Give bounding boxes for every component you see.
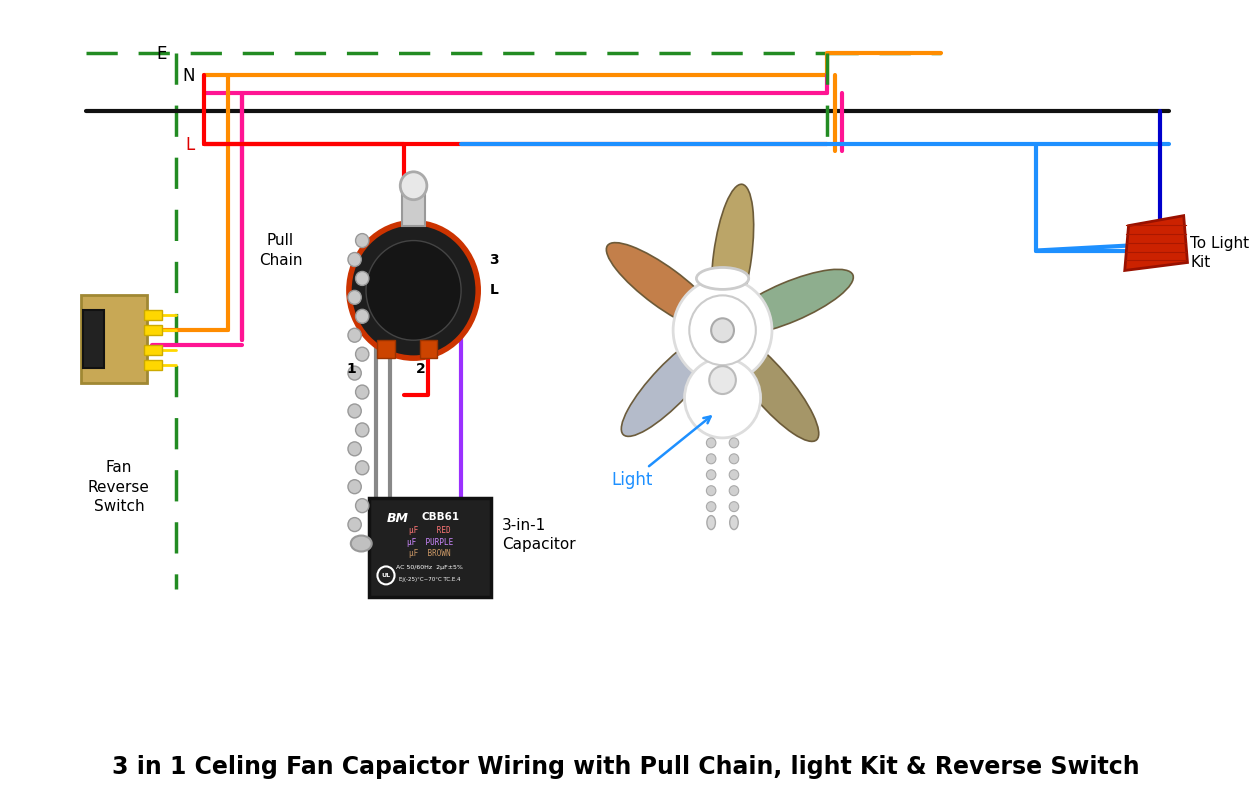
Circle shape bbox=[356, 385, 368, 399]
Circle shape bbox=[348, 442, 361, 456]
Text: 3 in 1 Celing Fan Capaictor Wiring with Pull Chain, light Kit & Reverse Switch: 3 in 1 Celing Fan Capaictor Wiring with … bbox=[112, 755, 1139, 779]
Text: Pull
Chain: Pull Chain bbox=[259, 233, 302, 268]
Bar bbox=[420, 341, 437, 358]
Circle shape bbox=[672, 278, 772, 382]
Ellipse shape bbox=[621, 330, 723, 437]
Circle shape bbox=[685, 358, 760, 438]
Text: Ej(-25)°C~70°C TC.E.4: Ej(-25)°C~70°C TC.E.4 bbox=[398, 577, 460, 583]
Circle shape bbox=[348, 479, 361, 494]
Polygon shape bbox=[1125, 215, 1188, 270]
Text: To Light
Kit: To Light Kit bbox=[1190, 236, 1249, 270]
Circle shape bbox=[729, 486, 739, 495]
Circle shape bbox=[400, 172, 427, 199]
Circle shape bbox=[711, 318, 734, 342]
Circle shape bbox=[356, 347, 368, 362]
Bar bbox=[402, 186, 425, 226]
Bar bbox=[145, 325, 162, 335]
Text: L: L bbox=[186, 136, 195, 154]
Circle shape bbox=[356, 309, 368, 324]
Circle shape bbox=[709, 366, 735, 394]
Circle shape bbox=[706, 486, 716, 495]
Text: E: E bbox=[156, 45, 166, 63]
Bar bbox=[83, 311, 103, 368]
Circle shape bbox=[349, 223, 478, 358]
Circle shape bbox=[729, 438, 739, 448]
Text: CBB61: CBB61 bbox=[421, 512, 459, 521]
Ellipse shape bbox=[381, 513, 409, 554]
Circle shape bbox=[348, 328, 361, 342]
Circle shape bbox=[706, 438, 716, 448]
Circle shape bbox=[366, 240, 461, 341]
Ellipse shape bbox=[606, 243, 722, 332]
Ellipse shape bbox=[351, 536, 372, 551]
Text: 1: 1 bbox=[347, 362, 357, 376]
Bar bbox=[80, 295, 147, 383]
Circle shape bbox=[356, 461, 368, 475]
Ellipse shape bbox=[711, 184, 754, 328]
Circle shape bbox=[706, 502, 716, 512]
Ellipse shape bbox=[706, 516, 715, 529]
Circle shape bbox=[729, 502, 739, 512]
Bar bbox=[368, 498, 490, 597]
Circle shape bbox=[356, 423, 368, 437]
Text: UL: UL bbox=[381, 573, 391, 578]
Circle shape bbox=[706, 470, 716, 479]
Bar bbox=[145, 311, 162, 320]
Ellipse shape bbox=[696, 267, 749, 290]
Circle shape bbox=[348, 404, 361, 418]
Text: AC 50/60Hz  2µF±5%: AC 50/60Hz 2µF±5% bbox=[396, 566, 463, 571]
Text: 3: 3 bbox=[490, 253, 499, 267]
Text: µF  BROWN: µF BROWN bbox=[409, 550, 450, 558]
Bar bbox=[377, 341, 395, 358]
Circle shape bbox=[729, 454, 739, 464]
Ellipse shape bbox=[725, 270, 854, 335]
Circle shape bbox=[348, 366, 361, 380]
Text: 3-in-1
Capacitor: 3-in-1 Capacitor bbox=[502, 517, 576, 553]
Circle shape bbox=[356, 499, 368, 512]
Circle shape bbox=[348, 517, 361, 532]
Text: µF    RED: µF RED bbox=[409, 525, 450, 534]
Ellipse shape bbox=[730, 516, 738, 529]
Circle shape bbox=[706, 454, 716, 464]
Bar bbox=[145, 345, 162, 355]
Ellipse shape bbox=[723, 331, 818, 441]
Bar bbox=[145, 360, 162, 370]
Circle shape bbox=[729, 470, 739, 479]
Text: N: N bbox=[182, 67, 195, 85]
Text: Light: Light bbox=[612, 416, 710, 489]
Text: µF  PURPLE: µF PURPLE bbox=[406, 537, 453, 546]
Circle shape bbox=[356, 271, 368, 286]
Circle shape bbox=[356, 233, 368, 248]
Circle shape bbox=[689, 295, 755, 365]
Text: 2: 2 bbox=[416, 362, 426, 376]
Text: Fan
Reverse
Switch: Fan Reverse Switch bbox=[88, 460, 150, 514]
Text: BM: BM bbox=[386, 512, 409, 525]
Circle shape bbox=[348, 253, 361, 266]
Text: L: L bbox=[490, 283, 499, 298]
Circle shape bbox=[348, 291, 361, 304]
